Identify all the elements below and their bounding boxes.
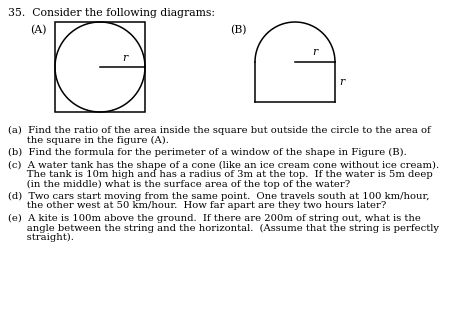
- Text: (in the middle) what is the surface area of the top of the water?: (in the middle) what is the surface area…: [8, 179, 350, 189]
- Text: (B): (B): [230, 25, 246, 35]
- Bar: [55, 22, 145, 112]
- Text: r: r: [312, 47, 318, 57]
- Text: angle between the string and the horizontal.  (Assume that the string is perfect: angle between the string and the horizon…: [8, 223, 439, 233]
- Text: The tank is 10m high and has a radius of 3m at the top.  If the water is 5m deep: The tank is 10m high and has a radius of…: [8, 170, 433, 179]
- Text: r: r: [339, 77, 344, 87]
- Text: r: r: [122, 53, 128, 63]
- Text: straight).: straight).: [8, 233, 74, 242]
- Text: (a)  Find the ratio of the area inside the square but outside the circle to the : (a) Find the ratio of the area inside th…: [8, 126, 431, 135]
- Text: (e)  A kite is 100m above the ground.  If there are 200m of string out, what is : (e) A kite is 100m above the ground. If …: [8, 214, 421, 223]
- Text: (c)  A water tank has the shape of a cone (like an ice cream cone without ice cr: (c) A water tank has the shape of a cone…: [8, 160, 439, 170]
- Text: 35.  Consider the following diagrams:: 35. Consider the following diagrams:: [8, 8, 215, 18]
- Text: the square in the figure (A).: the square in the figure (A).: [8, 135, 169, 145]
- Text: the other west at 50 km/hour.  How far apart are they two hours later?: the other west at 50 km/hour. How far ap…: [8, 202, 386, 211]
- Text: (A): (A): [30, 25, 46, 35]
- Text: (d)  Two cars start moving from the same point.  One travels south at 100 km/hou: (d) Two cars start moving from the same …: [8, 192, 429, 201]
- Text: (b)  Find the formula for the perimeter of a window of the shape in Figure (B).: (b) Find the formula for the perimeter o…: [8, 148, 407, 157]
